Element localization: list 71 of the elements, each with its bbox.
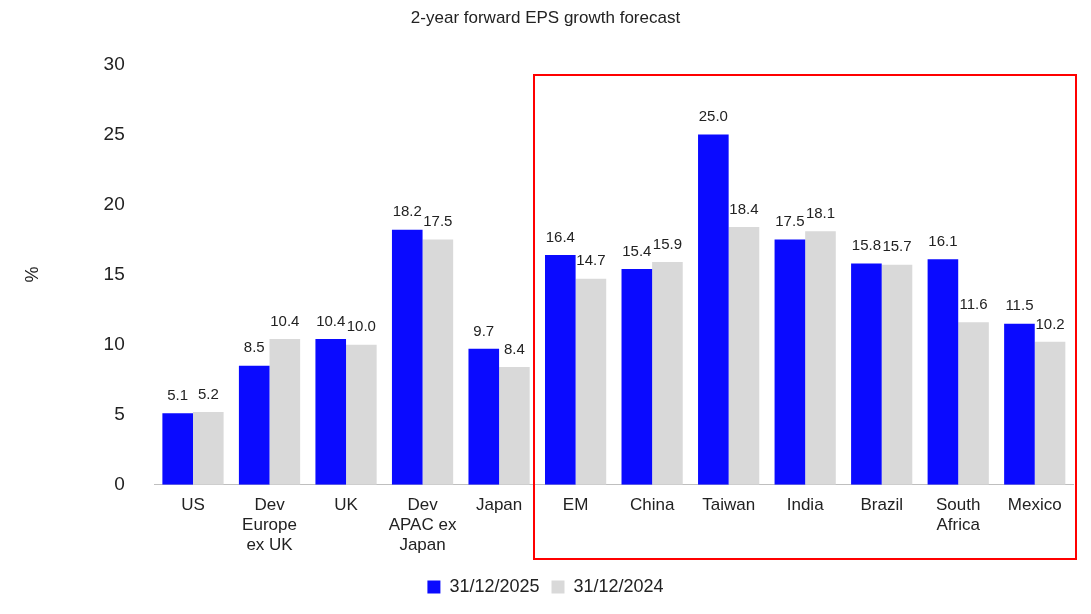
y-tick-label: 0	[114, 473, 125, 495]
data-label: 15.9	[652, 234, 683, 252]
bar	[728, 226, 760, 485]
x-tick-label: Mexico	[1007, 494, 1062, 514]
x-tick-label: Brazil	[860, 494, 903, 514]
bar	[774, 239, 806, 485]
data-label: 10.4	[270, 311, 300, 329]
legend-label: 31/12/2024	[573, 575, 664, 596]
x-tick-label: South Africa	[936, 494, 981, 535]
bar	[315, 339, 347, 485]
bar	[499, 367, 530, 485]
data-label: 25.0	[698, 107, 728, 125]
bar	[698, 134, 729, 485]
data-label: 15.4	[622, 241, 652, 259]
bar	[1004, 323, 1035, 485]
data-label: 16.4	[545, 227, 575, 245]
data-label: 15.7	[882, 237, 912, 255]
data-label: 15.8	[851, 236, 881, 254]
bar	[1034, 341, 1066, 485]
y-tick-label: 15	[103, 262, 125, 284]
data-label: 17.5	[775, 212, 805, 230]
x-tick-label: China	[629, 494, 675, 514]
y-axis-title: %	[21, 266, 42, 283]
x-tick-label: Japan	[475, 494, 523, 514]
x-tick-label: Dev Europe ex UK	[242, 494, 297, 555]
y-tick-label: 30	[103, 52, 125, 74]
bar	[422, 239, 454, 485]
data-label: 18.4	[729, 199, 759, 217]
bar	[468, 348, 500, 485]
data-label: 10.0	[346, 317, 376, 335]
data-label: 14.7	[576, 251, 606, 269]
bar	[805, 231, 836, 485]
x-tick-label: India	[786, 494, 825, 514]
data-label: 16.1	[928, 231, 958, 249]
data-label: 5.2	[197, 384, 219, 402]
y-tick-label: 25	[103, 122, 125, 144]
data-label: 11.6	[959, 294, 988, 312]
data-label: 10.2	[1035, 314, 1065, 332]
x-tick-label: EM	[562, 494, 589, 514]
x-tick-label: UK	[334, 494, 359, 514]
y-tick-label: 20	[103, 192, 125, 214]
data-label: 5.1	[167, 385, 189, 403]
bar	[269, 339, 301, 485]
data-label: 10.4	[316, 311, 346, 329]
data-label: 18.1	[805, 203, 836, 221]
x-tick-label: US	[181, 494, 205, 514]
data-label: 8.5	[243, 338, 265, 356]
data-label: 9.7	[473, 321, 495, 339]
data-label: 17.5	[423, 212, 453, 230]
bar	[575, 278, 607, 485]
x-tick-label: Dev APAC ex Japan	[388, 494, 457, 555]
chart-title: 2-year forward EPS growth forecast	[410, 7, 681, 27]
data-label: 8.4	[503, 339, 525, 357]
bar	[621, 269, 653, 485]
bar	[193, 411, 224, 485]
bar	[881, 264, 913, 485]
bar	[652, 261, 683, 485]
bar	[162, 413, 193, 485]
bar	[958, 322, 989, 485]
data-label: 11.5	[1005, 296, 1034, 314]
bar	[238, 365, 270, 485]
bar	[927, 259, 959, 485]
legend-label: 31/12/2025	[449, 575, 540, 596]
bar	[545, 254, 576, 485]
bar	[851, 263, 882, 485]
bar	[391, 229, 423, 485]
data-label: 18.2	[392, 202, 422, 220]
y-tick-label: 10	[103, 332, 125, 354]
x-tick-label: Taiwan	[702, 494, 756, 514]
bar	[346, 344, 377, 485]
y-tick-label: 5	[114, 402, 125, 424]
